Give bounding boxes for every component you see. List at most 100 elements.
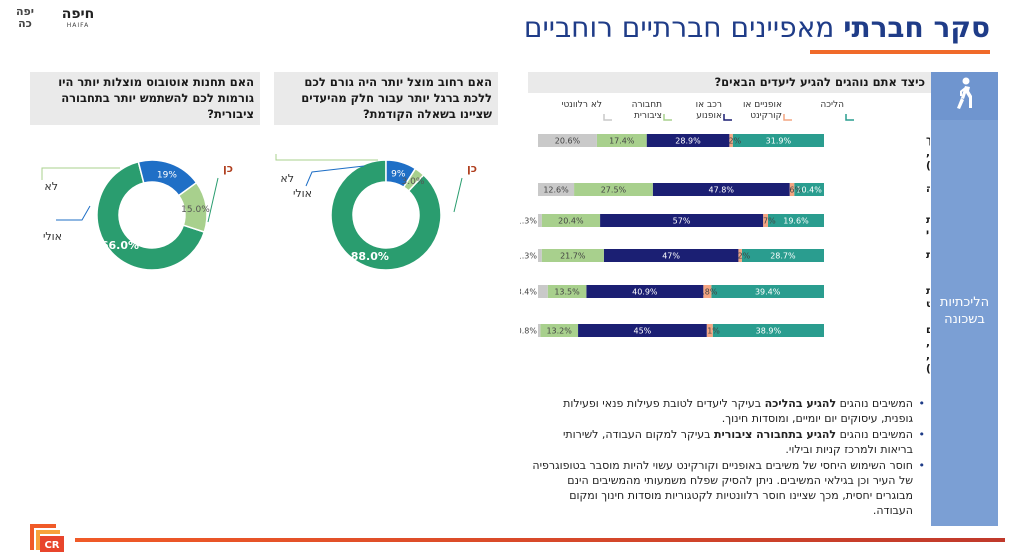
- bar-segment: [789, 183, 795, 196]
- haifa-logo-hebrew: חיפה: [61, 6, 95, 22]
- data-label: 31.9%: [766, 137, 792, 146]
- donut-category-label: לא: [44, 180, 58, 193]
- data-label: 1.3%: [520, 217, 537, 226]
- data-label: 10.4%: [796, 186, 822, 195]
- category-label: מרכז קניות: [926, 214, 930, 226]
- leader-line: [305, 165, 365, 187]
- page-title-rest: מאפיינים חברתיים רוחביים: [523, 11, 835, 44]
- donut-value-label: 9%: [391, 170, 406, 180]
- data-label: 47%: [662, 252, 680, 261]
- haifa-logo: חיפה HAIFA: [52, 6, 104, 34]
- donut-category-label: אולי: [43, 230, 62, 243]
- legend-marker: [723, 114, 732, 121]
- bar-segment: [586, 285, 704, 298]
- bar-segment: [652, 183, 790, 196]
- yafo-logo: יפה כה: [15, 5, 35, 30]
- bullet-emphasis: להגיע בתחבורה ציבורית: [714, 428, 837, 441]
- donut-value-label: 19%: [157, 171, 177, 181]
- data-label: 45%: [633, 327, 651, 336]
- data-label: 1.2%: [730, 252, 751, 261]
- data-label: 57%: [673, 217, 691, 226]
- donut-value-label: 3.0%: [402, 177, 425, 187]
- bar-segment: [767, 214, 824, 227]
- findings-bullets: המשיבים נוהגים להגיע בהליכה בעיקר ליעדים…: [530, 396, 925, 519]
- donut-slice: [96, 160, 206, 271]
- bar-segment: [603, 249, 739, 262]
- bar-segment: [741, 249, 824, 262]
- data-label: 20.6%: [555, 137, 581, 146]
- legend-label: לא רלוונטי: [561, 100, 602, 110]
- bar-segment: [794, 183, 824, 196]
- legend-label: תחבורה: [632, 100, 662, 110]
- legend-marker: [663, 114, 672, 121]
- category-label: מקום לפעילות: [926, 285, 930, 297]
- bar-segment: [712, 324, 824, 337]
- bar-segment: [538, 134, 597, 147]
- bar-chart-question: כיצד אתם נוהגים להגיע ליעדים הבאים?: [528, 72, 931, 93]
- bar-segment: [547, 285, 587, 298]
- shaded-street-donut-chart: 88.0% 3.0%9% כן לא אולי: [275, 154, 477, 271]
- cr-logo-text: CR: [44, 540, 59, 551]
- legend-marker: [783, 114, 792, 121]
- category-label: איסוף חבילה,: [926, 350, 930, 362]
- legend-marker: [603, 114, 612, 121]
- data-label: 0.8%: [520, 327, 537, 336]
- legend-label: אופנוע: [696, 111, 722, 121]
- data-label: 13.5%: [554, 288, 580, 297]
- sidebar-section: הליכתיות בשכונה: [931, 72, 998, 526]
- data-label: 3.4%: [520, 288, 537, 297]
- page-title-bold: סקר חברתי: [843, 11, 990, 44]
- donut-slice: [177, 181, 208, 233]
- shaded-bus-stop-question: האם תחנות אוטובוס מוצלות יותר היו גורמות…: [30, 72, 260, 125]
- category-label: סידורים אחרים): [926, 363, 930, 375]
- leader-line: [41, 167, 120, 180]
- bar-segment: [732, 134, 824, 147]
- bar-segment: [600, 214, 764, 227]
- donut-value-label: 15.0%: [181, 205, 210, 215]
- category-label: אקדמיה): [926, 160, 930, 172]
- data-label: 47.8%: [709, 186, 735, 195]
- bar-segment: [578, 324, 707, 337]
- sidebar-icon-box: [931, 72, 998, 120]
- leader-line: [207, 177, 219, 223]
- bar-segment: [738, 249, 742, 262]
- leader-line: [453, 177, 463, 213]
- data-label: 19.6%: [783, 217, 809, 226]
- bar-segment: [538, 183, 575, 196]
- haifa-logo-english: HAIFA: [66, 22, 90, 29]
- cr-logo: CR: [30, 524, 64, 552]
- bar-segment: [574, 183, 653, 196]
- category-label: מקום העבודה: [926, 183, 930, 195]
- bar-segment: [763, 214, 768, 227]
- bar-segment: [538, 324, 541, 337]
- legend-label: קורקינט: [750, 111, 782, 121]
- shaded-street-question: האם רחוב מוצל יותר היה גורם לכם ללכת ברג…: [274, 72, 498, 125]
- bar-segment: [729, 134, 733, 147]
- category-label: שירותי בריאות: [926, 249, 930, 261]
- leader-line: [275, 154, 378, 161]
- bullet-text: המשיבים נוהגים: [836, 428, 913, 441]
- bar-segment: [541, 249, 604, 262]
- bar-segment: [703, 285, 712, 298]
- data-label: 27.5%: [601, 186, 627, 195]
- data-label: 2.1%: [700, 327, 721, 336]
- donut-slice: [330, 159, 442, 271]
- footer-line: [75, 538, 1005, 542]
- legend-label: רכב או: [696, 100, 722, 110]
- page-title: סקר חברתי מאפיינים חברתיים רוחביים: [390, 8, 990, 48]
- bar-segment: [711, 285, 824, 298]
- category-label: מוסדות חינוך: [926, 134, 930, 146]
- donut-category-label: כן: [467, 162, 477, 175]
- data-label: 13.2%: [546, 327, 572, 336]
- leader-line: [56, 205, 91, 221]
- title-underline: [810, 50, 990, 54]
- bar-segment: [541, 214, 601, 227]
- bar-segment: [538, 214, 542, 227]
- data-label: 17.4%: [609, 137, 635, 146]
- data-label: 21.7%: [560, 252, 586, 261]
- donut-category-label: אולי: [293, 187, 312, 200]
- donut-value-label: 88.0%: [351, 250, 389, 263]
- data-label: 28.9%: [675, 137, 701, 146]
- data-label: 40.9%: [632, 288, 658, 297]
